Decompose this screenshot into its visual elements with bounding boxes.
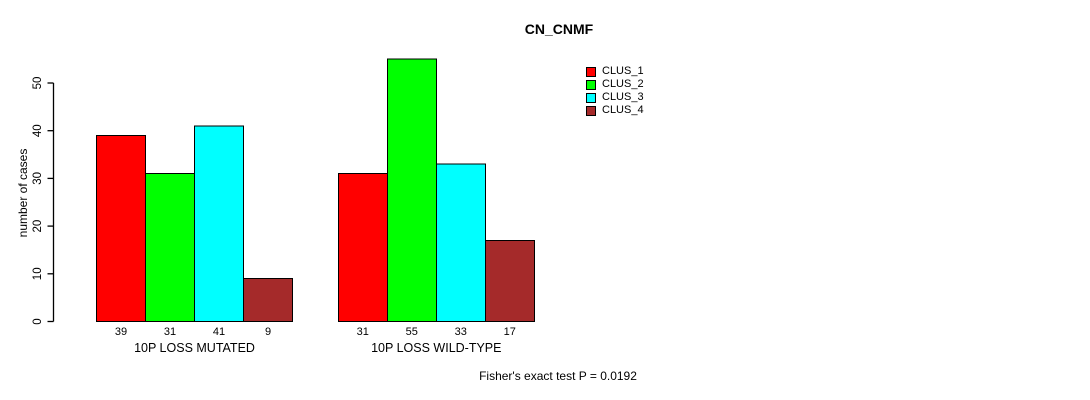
bar-CLUS_2 (386, 58, 437, 323)
y-tick-label: 10 (32, 267, 44, 280)
y-tick-label: 0 (32, 318, 44, 324)
x-category-label: 10P LOSS WILD-TYPE (371, 341, 501, 355)
y-tick-label: 30 (32, 172, 44, 185)
bar-value-label: 33 (455, 326, 467, 338)
bar-value-label: 55 (406, 326, 418, 338)
y-tick-label: 50 (32, 77, 44, 90)
legend-item: CLUS_3 (586, 91, 644, 104)
y-tick-label: 20 (32, 220, 44, 233)
legend-swatch-CLUS_2 (586, 79, 596, 90)
bar-CLUS_4 (243, 278, 293, 323)
legend-swatch-CLUS_3 (586, 92, 596, 103)
annotation-text: Fisher's exact test P = 0.0192 (479, 369, 637, 383)
bar-value-label: 9 (265, 326, 271, 338)
bar-CLUS_2 (145, 173, 195, 322)
bar-value-label: 17 (504, 326, 516, 338)
legend-swatch-CLUS_1 (586, 66, 596, 77)
legend: CLUS_1 CLUS_2 CLUS_3 CLUS_4 (586, 65, 644, 117)
bar-value-label: 41 (213, 326, 225, 338)
legend-label: CLUS_2 (602, 78, 644, 90)
bar-value-label: 39 (115, 326, 127, 338)
bar-CLUS_4 (484, 239, 535, 322)
bar-CLUS_1 (96, 134, 146, 322)
legend-item: CLUS_1 (586, 65, 644, 78)
bar-CLUS_3 (194, 125, 244, 323)
bar-CLUS_3 (435, 163, 486, 322)
legend-label: CLUS_4 (602, 104, 644, 116)
bar-value-label: 31 (164, 326, 176, 338)
legend-label: CLUS_3 (602, 91, 644, 103)
bar-value-label: 31 (357, 326, 369, 338)
x-category-label: 10P LOSS MUTATED (134, 341, 255, 355)
bar-CLUS_1 (337, 173, 388, 322)
legend-swatch-CLUS_4 (586, 105, 596, 116)
legend-label: CLUS_1 (602, 65, 644, 77)
y-axis-label: number of cases (16, 149, 30, 238)
chart-title: CN_CNMF (524, 21, 594, 37)
y-tick-label: 40 (32, 124, 44, 137)
legend-item: CLUS_2 (586, 78, 644, 91)
legend-item: CLUS_4 (586, 104, 644, 117)
